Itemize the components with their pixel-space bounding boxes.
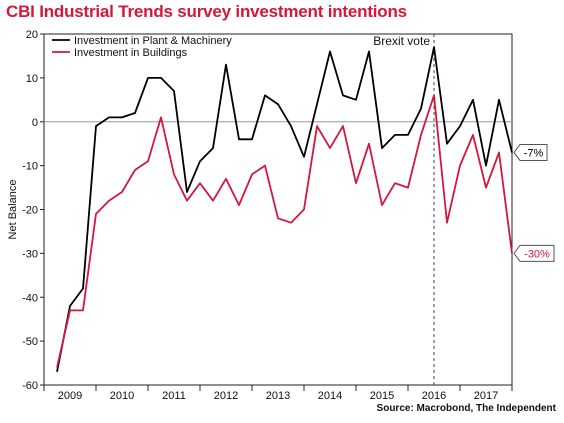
plot-frame bbox=[43, 33, 513, 386]
y-tick-label: 20 bbox=[26, 29, 38, 41]
y-tick-label: -60 bbox=[22, 380, 38, 392]
x-tick-label: 2015 bbox=[370, 390, 394, 402]
series-line-plant-machinery bbox=[56, 46, 513, 372]
y-tick-label: -20 bbox=[22, 205, 38, 217]
x-tick-label: 2010 bbox=[110, 390, 134, 402]
chart-title: CBI Industrial Trends survey investment … bbox=[6, 2, 407, 21]
y-tick-label: -50 bbox=[22, 336, 38, 348]
y-tick-label: -30 bbox=[22, 248, 38, 260]
x-tick-label: 2009 bbox=[58, 390, 82, 402]
y-tick-label: 0 bbox=[32, 117, 38, 129]
y-axis-label: Net Balance bbox=[7, 180, 19, 240]
end-label-text: -30% bbox=[524, 248, 550, 260]
y-tick-label: 10 bbox=[26, 73, 38, 85]
source-note: Source: Macrobond, The Independent bbox=[376, 403, 556, 414]
end-label-plant-machinery: -7% bbox=[513, 143, 548, 161]
brexit-vote-label: Brexit vote bbox=[373, 34, 430, 48]
end-label-text: -7% bbox=[524, 147, 544, 159]
legend-label: Investment in Plant & Machinery bbox=[74, 35, 232, 47]
y-tick-label: -10 bbox=[22, 161, 38, 173]
series-line-buildings bbox=[56, 94, 513, 368]
x-tick-label: 2012 bbox=[214, 390, 238, 402]
x-tick-label: 2014 bbox=[318, 390, 342, 402]
x-tick-label: 2013 bbox=[266, 390, 290, 402]
legend-label: Investment in Buildings bbox=[74, 47, 188, 59]
end-label-buildings: -30% bbox=[513, 244, 555, 262]
y-tick-label: -40 bbox=[22, 292, 38, 304]
x-tick-label: 2016 bbox=[422, 390, 446, 402]
x-tick-label: 2011 bbox=[162, 390, 186, 402]
x-tick-label: 2017 bbox=[474, 390, 498, 402]
end-label-box bbox=[513, 143, 548, 161]
end-label-box bbox=[513, 244, 555, 262]
